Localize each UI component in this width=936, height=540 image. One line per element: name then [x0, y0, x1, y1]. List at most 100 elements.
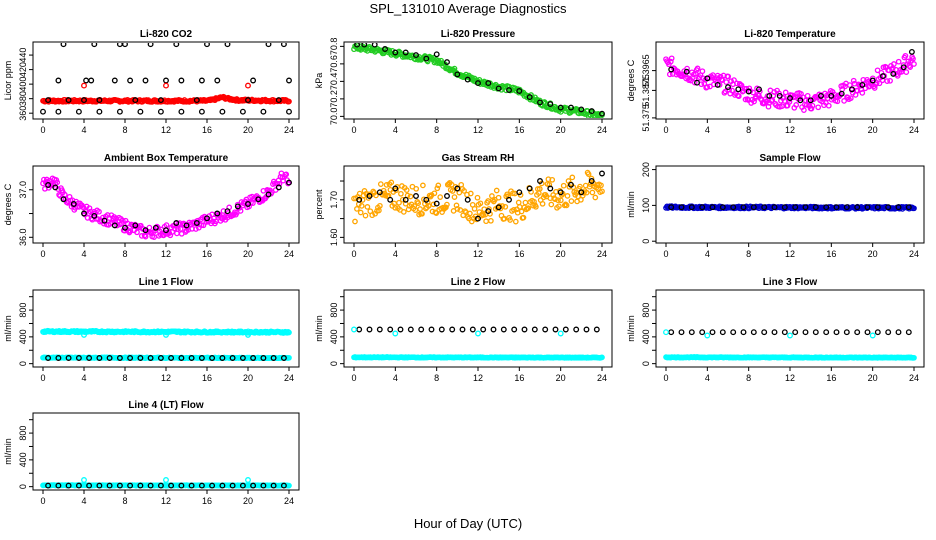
data-point-black	[81, 210, 87, 217]
data-point-cyan	[869, 332, 876, 339]
data-point-magenta	[895, 58, 902, 65]
data-point-black	[740, 204, 747, 211]
data-point-black	[890, 70, 897, 77]
data-point-black	[224, 208, 231, 215]
data-point-cyan	[475, 330, 481, 337]
x-tick-label: 12	[161, 125, 171, 135]
y-axis-label: Licor ppm	[3, 61, 13, 101]
x-tick-label: 0	[663, 125, 668, 135]
data-point-red	[245, 82, 251, 89]
x-tick-label: 24	[909, 373, 919, 383]
panel-title: Line 4 (LT) Flow	[128, 400, 204, 411]
data-point-black	[719, 204, 726, 211]
data-point-orange	[444, 201, 450, 208]
data-point-black	[880, 73, 886, 80]
data-point-orange	[425, 203, 432, 209]
data-point-black	[464, 196, 471, 203]
y-axis-label: ml/min	[626, 191, 636, 218]
data-point-black	[771, 329, 778, 336]
data-point-magenta	[834, 98, 841, 105]
data-point-black	[239, 355, 246, 361]
data-point-black	[70, 201, 77, 207]
data-point-black	[178, 355, 185, 361]
data-point-black	[178, 482, 185, 489]
data-point-black	[433, 51, 440, 58]
x-tick-label: 8	[434, 249, 439, 259]
data-point-black	[142, 77, 149, 84]
data-point-black	[122, 224, 128, 231]
data-point-orange	[431, 190, 438, 197]
data-point-black	[224, 43, 231, 48]
plot-frame	[32, 412, 300, 491]
data-point-black	[771, 204, 778, 211]
data-point-orange	[377, 202, 383, 209]
data-point-orange	[518, 208, 525, 215]
data-point-black	[376, 189, 383, 196]
x-tick-label: 0	[351, 249, 356, 259]
x-tick-label: 0	[351, 125, 356, 135]
data-point-magenta	[723, 79, 730, 85]
data-point-black	[96, 482, 103, 489]
data-point-black	[147, 43, 154, 48]
data-point-black	[885, 204, 892, 211]
data-point-black	[265, 191, 272, 198]
x-tick-label: 8	[122, 125, 127, 135]
data-point-black	[96, 355, 103, 361]
y-tick-label: 800	[18, 426, 28, 441]
data-point-orange	[569, 174, 576, 181]
y-tick-label: 70.6	[329, 55, 339, 73]
data-point-black	[209, 482, 216, 489]
data-point-magenta	[751, 98, 757, 105]
data-point-black	[96, 108, 103, 115]
data-point-magenta	[874, 67, 881, 74]
data-point-black	[286, 179, 292, 186]
data-point-black	[843, 329, 850, 336]
x-tick-label: 12	[785, 249, 795, 259]
data-point-black	[91, 212, 98, 219]
data-point-black	[111, 222, 118, 229]
data-point-orange	[557, 197, 564, 204]
panel-9: Line 3 Flow 0 4 8 12 16 20 24 0 400 800 ml/min	[626, 277, 925, 383]
x-tick-label: 16	[514, 125, 524, 135]
data-point-black	[864, 204, 871, 211]
data-point-magenta	[283, 171, 290, 178]
y-axis-label: percent	[314, 189, 324, 220]
data-point-black	[106, 355, 113, 361]
y-tick-label: 0	[641, 239, 651, 244]
data-point-cyan	[911, 354, 917, 361]
data-point-black	[895, 329, 902, 336]
y-tick-label: 400	[641, 329, 651, 344]
data-point-black	[40, 108, 46, 115]
data-point-magenta	[738, 82, 745, 89]
data-point-orange	[420, 182, 426, 189]
y-tick-label: 37.0	[18, 181, 28, 199]
x-tick-label: 0	[40, 496, 45, 506]
x-tick-label: 24	[909, 249, 919, 259]
data-point-black	[127, 482, 134, 489]
y-axis-label: kPa	[314, 73, 324, 89]
y-tick-label: 70.2	[329, 90, 339, 108]
data-point-black	[387, 326, 394, 333]
data-point-black	[694, 79, 700, 86]
data-point-black	[547, 185, 554, 192]
x-tick-label: 16	[826, 249, 836, 259]
data-point-black	[188, 355, 195, 361]
data-point-black	[239, 108, 246, 115]
panel-5: Gas Stream RH 0 4 8 12 16 20 24 1.60 1.70 percent	[314, 153, 613, 259]
data-point-magenta	[902, 52, 909, 59]
data-point-magenta	[56, 191, 62, 198]
data-point-red	[286, 98, 292, 105]
x-tick-label: 12	[161, 249, 171, 259]
data-point-black	[275, 97, 282, 104]
data-point-black	[730, 329, 737, 336]
data-point-black	[521, 326, 528, 333]
data-point-black	[91, 43, 98, 48]
data-point-magenta	[850, 77, 857, 84]
data-point-black	[255, 196, 262, 203]
data-point-magenta	[846, 82, 853, 88]
data-point-black	[854, 204, 861, 211]
data-point-orange	[352, 218, 358, 225]
data-point-black	[116, 108, 123, 115]
x-tick-label: 4	[393, 373, 398, 383]
data-point-magenta	[815, 104, 822, 111]
